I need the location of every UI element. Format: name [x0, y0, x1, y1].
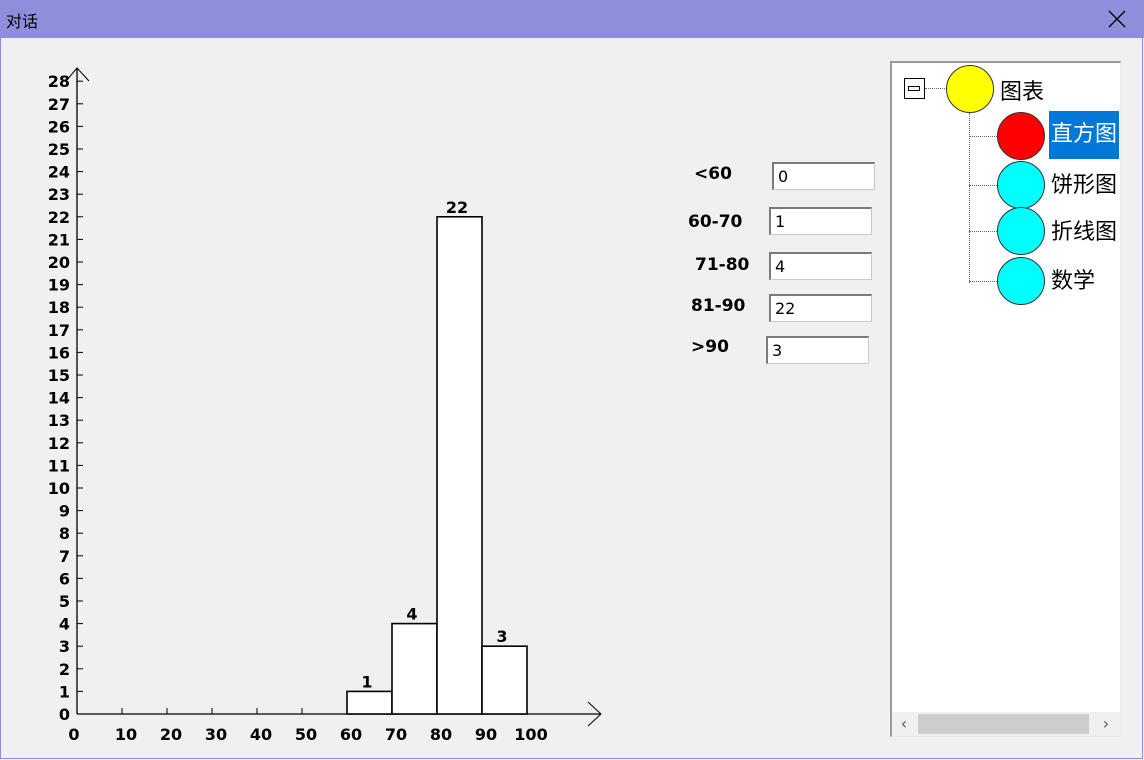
range-input-60-70[interactable]: [769, 207, 872, 235]
bar-data-label: 1: [361, 672, 372, 691]
y-tick-label: 7: [59, 547, 70, 566]
histogram-bar: [481, 645, 528, 715]
y-axis-arrow-icon: [65, 67, 90, 82]
x-tick-label: 10: [115, 725, 137, 744]
y-tick-label: 27: [48, 95, 70, 114]
chart-tree-view[interactable]: 图表 直方图 饼形图 折线图 数学 ‹ ›: [890, 61, 1121, 737]
horizontal-scrollbar[interactable]: ‹ ›: [892, 712, 1120, 736]
tree-node-line-chart[interactable]: 折线图: [1051, 220, 1118, 245]
y-tick-label: 3: [59, 637, 70, 656]
node-icon-histogram: [997, 112, 1045, 160]
range-label-below-60: <60: [694, 164, 732, 184]
y-tick-label: 26: [48, 117, 70, 136]
node-icon-math: [997, 257, 1045, 305]
tree-node-root[interactable]: 图表: [1000, 80, 1045, 105]
root-node-icon: [946, 65, 994, 113]
collapse-toggle[interactable]: [904, 78, 925, 99]
node-icon-line-chart: [997, 207, 1045, 255]
y-tick-label: 8: [59, 524, 70, 543]
x-tick-label: 80: [430, 725, 452, 744]
x-tick-label: 0: [68, 725, 79, 744]
x-axis-arrow-icon: [587, 701, 602, 727]
tree-node-math[interactable]: 数学: [1051, 269, 1096, 294]
range-input-below-60[interactable]: [772, 162, 875, 190]
y-tick-label: 22: [48, 208, 70, 227]
y-tick-label: 10: [48, 479, 70, 498]
y-tick-label: 1: [59, 682, 70, 701]
y-tick-label: 19: [48, 276, 70, 295]
bar-data-label: 3: [496, 627, 507, 646]
histogram-bar: [346, 690, 393, 715]
x-tick-label: 70: [385, 725, 407, 744]
y-tick-label: 9: [59, 502, 70, 521]
tree-connector: [969, 281, 997, 282]
tree-node-histogram[interactable]: 直方图: [1049, 111, 1120, 159]
range-input-71-80[interactable]: [769, 252, 872, 280]
tree-connector: [969, 113, 970, 283]
y-tick-label: 14: [48, 389, 70, 408]
scroll-thumb[interactable]: [918, 714, 1089, 734]
bar-data-label: 4: [406, 605, 417, 624]
range-label-81-90: 81-90: [691, 296, 746, 316]
y-tick-label: 16: [48, 343, 70, 362]
y-tick-label: 23: [48, 185, 70, 204]
histogram-chart: 0123456789101112131415161718192021222324…: [48, 67, 602, 744]
scroll-left-arrow-icon[interactable]: ‹: [900, 714, 908, 733]
y-tick-label: 13: [48, 411, 70, 430]
y-tick-label: 5: [59, 592, 70, 611]
y-tick-label: 0: [59, 705, 70, 724]
range-input-81-90[interactable]: [769, 294, 872, 322]
y-tick-label: 18: [48, 298, 70, 317]
tree-connector: [969, 185, 997, 186]
y-tick-label: 28: [48, 72, 70, 91]
node-icon-pie-chart: [997, 161, 1045, 209]
y-tick-label: 12: [48, 434, 70, 453]
y-tick-label: 25: [48, 140, 70, 159]
y-tick-label: 2: [59, 660, 70, 679]
y-tick-label: 24: [48, 163, 70, 182]
y-tick-label: 15: [48, 366, 70, 385]
minus-icon: [908, 86, 920, 91]
close-icon: [1108, 10, 1126, 28]
x-tick-label: 100: [514, 725, 547, 744]
range-label-above-90: >90: [691, 337, 729, 357]
range-label-60-70: 60-70: [688, 212, 743, 232]
y-tick-label: 11: [48, 456, 70, 475]
x-tick-label: 20: [160, 725, 182, 744]
range-label-71-80: 71-80: [695, 255, 750, 275]
dialog-frame: [0, 38, 1143, 759]
x-tick-label: 40: [250, 725, 272, 744]
y-tick-label: 4: [59, 615, 70, 634]
y-tick-label: 20: [48, 253, 70, 272]
x-tick-label: 30: [205, 725, 227, 744]
title-bar: 对话: [0, 0, 1144, 38]
y-tick-label: 6: [59, 569, 70, 588]
tree-node-pie-chart[interactable]: 饼形图: [1051, 173, 1118, 198]
x-tick-label: 60: [340, 725, 362, 744]
x-tick-label: 50: [295, 725, 317, 744]
tree-connector: [969, 231, 997, 232]
window-title: 对话: [6, 12, 39, 31]
tree-connector: [969, 136, 997, 137]
histogram-bar: [391, 622, 438, 715]
y-tick-label: 21: [48, 230, 70, 249]
histogram-bar: [436, 216, 483, 715]
close-button[interactable]: [1090, 0, 1144, 38]
scroll-right-arrow-icon[interactable]: ›: [1102, 714, 1110, 733]
bar-data-label: 22: [446, 198, 468, 217]
range-input-above-90[interactable]: [766, 336, 869, 364]
y-tick-label: 17: [48, 321, 70, 340]
x-tick-label: 90: [475, 725, 497, 744]
tree-connector: [925, 88, 947, 89]
